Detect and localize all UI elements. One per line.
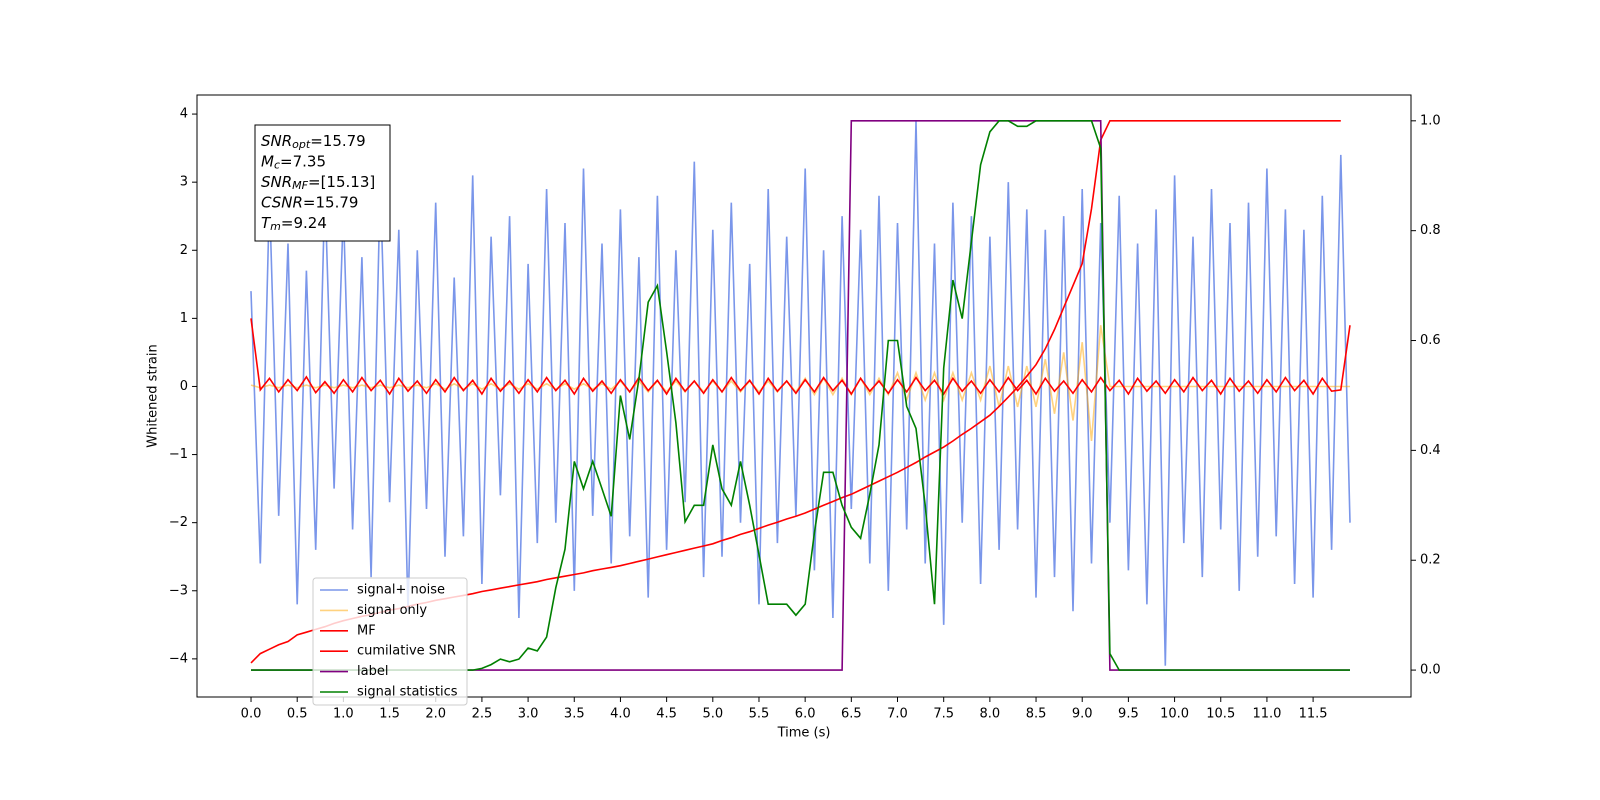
y2-tick-label: 1.0 [1420,113,1441,128]
annotation-value: =15.79 [303,193,359,211]
y2-tick-label: 0.2 [1420,553,1441,568]
x-tick-label: 0.5 [287,707,308,722]
x-tick-label: 5.5 [749,707,770,722]
x-tick-label: 7.5 [933,707,954,722]
y-tick-label: −1 [169,447,188,462]
x-tick-label: 3.0 [518,707,539,722]
series-line [250,120,1351,666]
x-tick-label: 8.0 [980,707,1001,722]
annotation-line: Tm=9.24 [261,214,327,234]
y-axis-label: Whitened strain [146,344,161,447]
x-tick-label: 6.0 [795,707,816,722]
x-tick-label: 6.5 [841,707,862,722]
annotation-name: T [261,214,272,232]
y-tick-label: 0 [180,379,188,394]
annotation-line: SNRopt=15.79 [261,132,366,152]
x-tick-label: 2.5 [472,707,493,722]
x-tick-label: 11.0 [1252,707,1281,722]
annotation-value: =7.35 [280,152,326,170]
x-tick-label: 0.0 [241,707,262,722]
y-tick-label: 4 [180,107,188,122]
annotation-line: Mc=7.35 [261,152,326,172]
series-line [250,318,1351,396]
x-tick-label: 8.5 [1026,707,1047,722]
legend-label: label [357,664,388,679]
x-tick-label: 10.0 [1160,707,1189,722]
x-tick-label: 1.5 [379,707,400,722]
annotation-box: SNRopt=15.79Mc=7.35SNRMF=[15.13]CSNR=15.… [254,124,391,242]
axes: 0.0 0.5 1.0 1.5 2.0 2.5 3.0 3.5 4.0 4.5 5.0 5.5 6.0 6… [169,107,1441,722]
y-tick-label: −2 [169,515,188,530]
annotation-name: M [261,152,274,170]
y-tick-label: 2 [180,243,188,258]
legend-label: MF [357,623,376,638]
y2-tick-label: 0.4 [1420,443,1441,458]
annotation-name: SNR [261,132,292,150]
legend: signal+ noise signal only MF cumilative SNR… [312,577,468,706]
y2-tick-label: 0.8 [1420,223,1441,238]
annotation-line: SNRMF=[15.13] [261,173,375,193]
x-tick-label: 2.0 [425,707,446,722]
annotation-sub: m [270,220,281,233]
annotation-value: =15.79 [310,132,366,150]
annotation-value: =[15.13] [308,173,375,191]
x-tick-label: 5.0 [702,707,723,722]
y-tick-label: −3 [169,583,188,598]
y-tick-label: 1 [180,311,188,326]
x-axis-label: Time (s) [777,726,831,741]
x-tick-label: 4.5 [656,707,677,722]
x-tick-label: 9.0 [1072,707,1093,722]
legend-label: signal statistics [357,685,458,700]
annotation-frame [254,124,391,242]
x-tick-label: 11.5 [1299,707,1328,722]
annotation-value: =9.24 [281,214,327,232]
y2-tick-label: 0.6 [1420,333,1441,348]
x-tick-label: 4.0 [610,707,631,722]
annotation-sub: opt [292,138,311,151]
x-tick-label: 7.0 [887,707,908,722]
annotation-sub: MF [292,179,308,192]
annotation-sub: c [274,159,280,172]
legend-frame [312,577,468,706]
y-tick-label: −4 [169,651,188,666]
x-tick-label: 10.5 [1206,707,1235,722]
legend-label: signal+ noise [357,583,445,598]
y-tick-label: 3 [180,175,188,190]
x-tick-label: 3.5 [564,707,585,722]
y2-tick-label: 0.0 [1420,663,1441,678]
annotation-line: CSNR=15.79 [261,193,358,211]
x-tick-label: 9.5 [1118,707,1139,722]
axes-frame [196,94,1412,698]
annotation-name: CSNR [261,193,303,211]
legend-label: signal only [357,603,427,618]
x-tick-label: 1.0 [333,707,354,722]
legend-label: cumilative SNR [357,644,456,659]
annotation-name: SNR [261,173,292,191]
